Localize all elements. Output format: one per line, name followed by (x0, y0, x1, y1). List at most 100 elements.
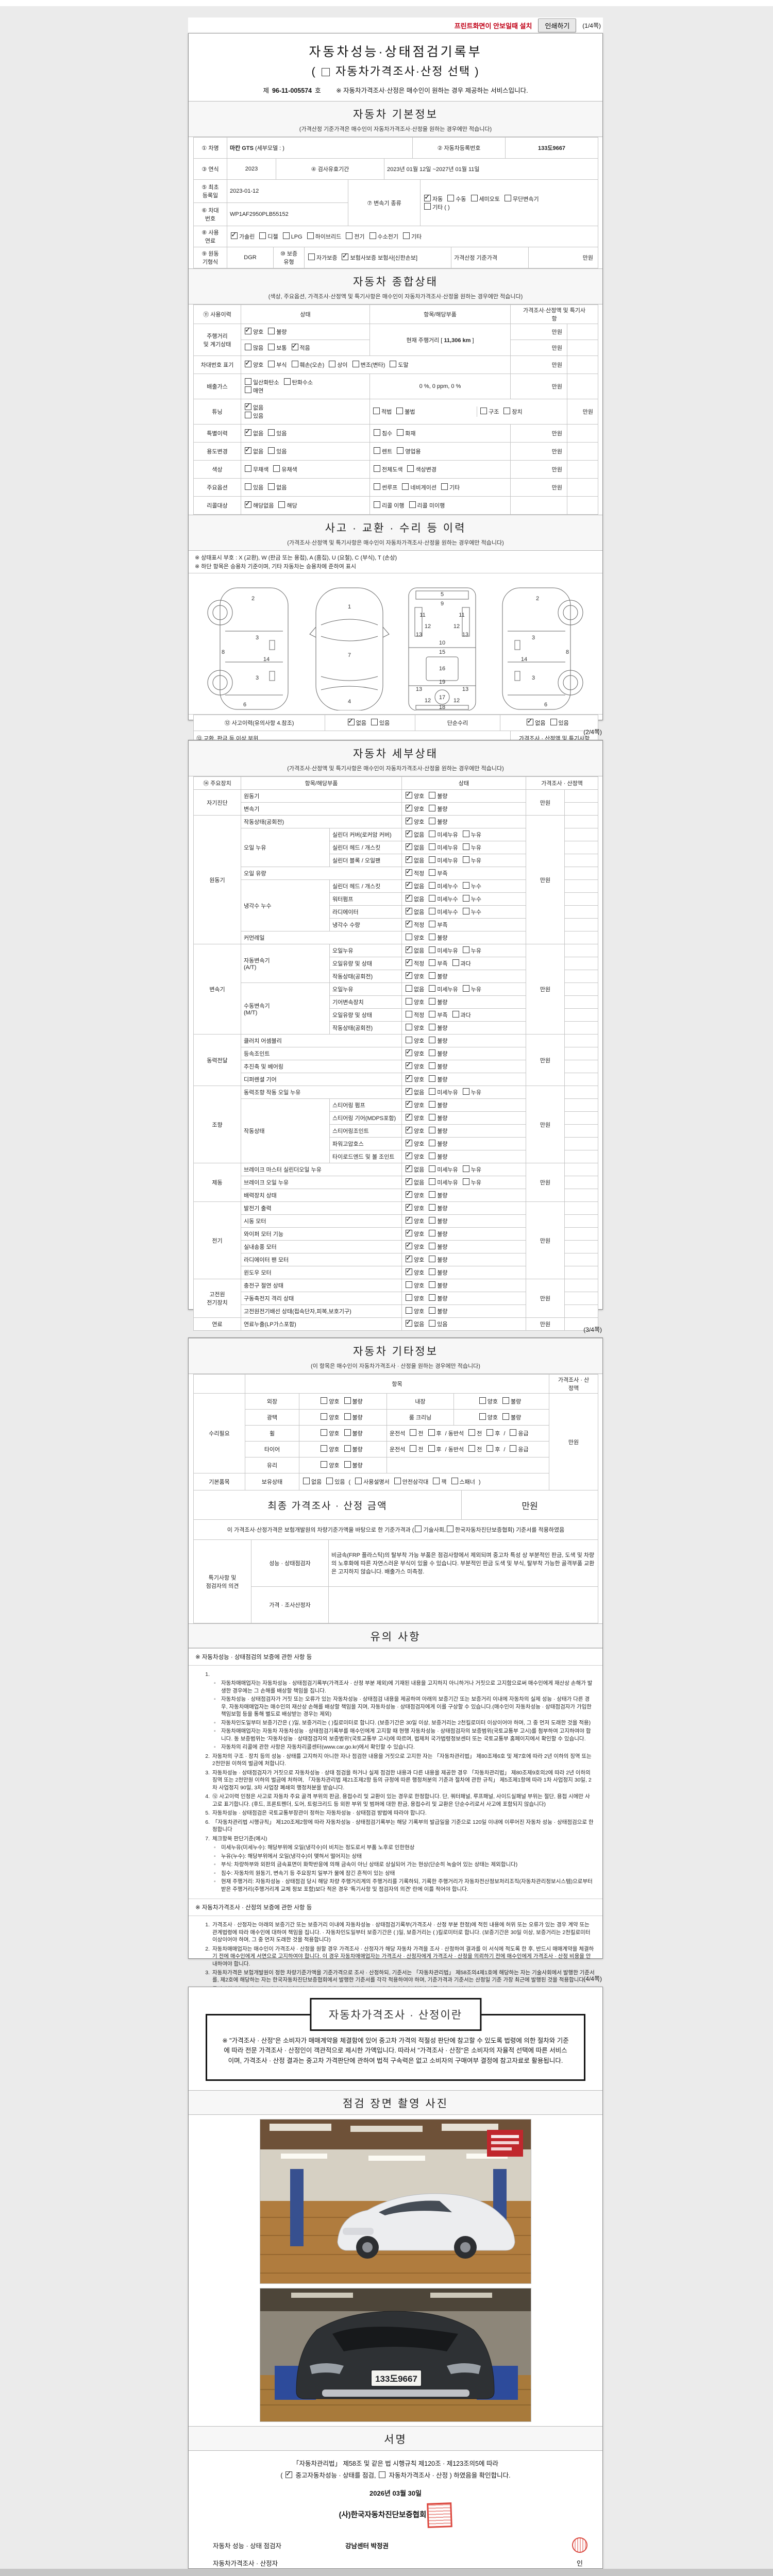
checkbox[interactable] (406, 868, 412, 876)
checkbox[interactable] (451, 1478, 458, 1484)
checkbox[interactable] (510, 1445, 517, 1452)
checkbox[interactable] (429, 998, 436, 1005)
checkbox[interactable] (342, 251, 349, 260)
checkbox[interactable] (406, 1267, 412, 1275)
checkbox[interactable] (268, 361, 275, 367)
checkbox[interactable] (428, 1445, 435, 1452)
checkbox[interactable] (245, 499, 251, 508)
checkbox[interactable] (527, 717, 534, 725)
checkbox[interactable] (429, 895, 436, 902)
checkbox[interactable] (462, 895, 469, 902)
checkbox[interactable] (406, 842, 412, 850)
checkbox[interactable] (396, 408, 404, 414)
checkbox[interactable] (429, 1307, 436, 1314)
checkbox[interactable] (390, 361, 397, 367)
checkbox[interactable] (394, 1478, 401, 1484)
checkbox[interactable] (486, 1445, 494, 1452)
checkbox[interactable] (462, 882, 469, 889)
checkbox[interactable] (245, 386, 251, 393)
checkbox[interactable] (429, 792, 436, 799)
checkbox[interactable] (452, 959, 459, 966)
checkbox[interactable] (462, 1165, 469, 1172)
checkbox[interactable] (307, 232, 314, 239)
checkbox[interactable] (402, 483, 409, 490)
checkbox[interactable] (406, 906, 412, 914)
checkbox[interactable] (245, 326, 251, 334)
checkbox[interactable] (406, 1241, 412, 1249)
checkbox[interactable] (429, 856, 436, 863)
checkbox[interactable] (462, 843, 469, 850)
checkbox[interactable] (268, 328, 275, 334)
checkbox[interactable] (429, 1140, 436, 1146)
checkbox[interactable] (268, 483, 275, 490)
checkbox[interactable] (291, 342, 298, 350)
checkbox[interactable] (429, 1178, 436, 1185)
checkbox[interactable] (344, 1461, 351, 1468)
checkbox[interactable] (429, 1217, 436, 1224)
checkbox[interactable] (402, 232, 410, 239)
checkbox[interactable] (441, 483, 448, 490)
checkbox[interactable] (268, 429, 275, 436)
checkbox[interactable] (410, 1445, 417, 1452)
checkbox[interactable] (344, 1445, 351, 1452)
checkbox[interactable] (373, 408, 380, 414)
checkbox[interactable] (429, 1320, 436, 1327)
checkbox[interactable] (502, 1397, 509, 1404)
checkbox[interactable] (406, 1294, 412, 1301)
checkbox[interactable] (424, 202, 431, 210)
checkbox[interactable] (462, 908, 469, 914)
checkbox[interactable] (462, 1178, 469, 1185)
checkbox[interactable] (406, 1099, 412, 1108)
checkbox[interactable] (321, 1413, 328, 1420)
checkbox[interactable] (447, 194, 455, 201)
checkbox[interactable] (347, 717, 355, 725)
checkbox[interactable] (406, 1215, 412, 1224)
checkbox[interactable] (406, 1138, 412, 1146)
checkbox[interactable] (245, 465, 251, 472)
checkbox[interactable] (406, 1074, 412, 1082)
checkbox[interactable] (321, 1461, 328, 1468)
checkbox[interactable] (409, 501, 416, 508)
performance-check-checkbox[interactable] (285, 2469, 292, 2479)
checkbox[interactable] (406, 1048, 412, 1056)
checkbox[interactable] (321, 1445, 328, 1452)
checkbox[interactable] (429, 1256, 436, 1262)
print-button[interactable]: 인쇄하기 (538, 18, 577, 32)
checkbox[interactable] (429, 1114, 436, 1121)
checkbox[interactable] (429, 1049, 436, 1056)
checkbox[interactable] (429, 1294, 436, 1301)
checkbox[interactable] (344, 1413, 351, 1420)
checkbox[interactable] (303, 1478, 310, 1484)
checkbox[interactable] (406, 893, 412, 902)
checkbox[interactable] (406, 1112, 412, 1121)
checkbox[interactable] (503, 408, 511, 414)
checkbox[interactable] (406, 1281, 412, 1288)
checkbox[interactable] (406, 816, 412, 824)
checkbox[interactable] (245, 401, 251, 410)
checkbox[interactable] (406, 1318, 412, 1327)
checkbox[interactable] (429, 831, 436, 837)
checkbox[interactable] (486, 1429, 494, 1436)
checkbox[interactable] (329, 361, 336, 367)
checkbox[interactable] (406, 1011, 412, 1018)
checkbox[interactable] (462, 831, 469, 837)
checkbox[interactable] (424, 193, 431, 201)
checkbox[interactable] (406, 958, 412, 966)
checkbox[interactable] (259, 232, 266, 239)
checkbox[interactable] (371, 719, 378, 725)
checkbox[interactable] (406, 998, 412, 1005)
checkbox[interactable] (406, 1177, 412, 1185)
checkbox[interactable] (429, 1243, 436, 1249)
checkbox[interactable] (245, 412, 251, 418)
checkbox[interactable] (355, 1478, 362, 1484)
price-appraisal-select-checkbox[interactable] (321, 68, 330, 76)
checkbox[interactable] (374, 429, 380, 436)
checkbox[interactable] (429, 959, 436, 966)
checkbox[interactable] (462, 985, 469, 992)
checkbox[interactable] (447, 1526, 454, 1532)
checkbox[interactable] (462, 856, 469, 863)
checkbox[interactable] (397, 429, 404, 436)
checkbox[interactable] (429, 946, 436, 953)
checkbox[interactable] (245, 445, 251, 454)
checkbox[interactable] (406, 855, 412, 863)
